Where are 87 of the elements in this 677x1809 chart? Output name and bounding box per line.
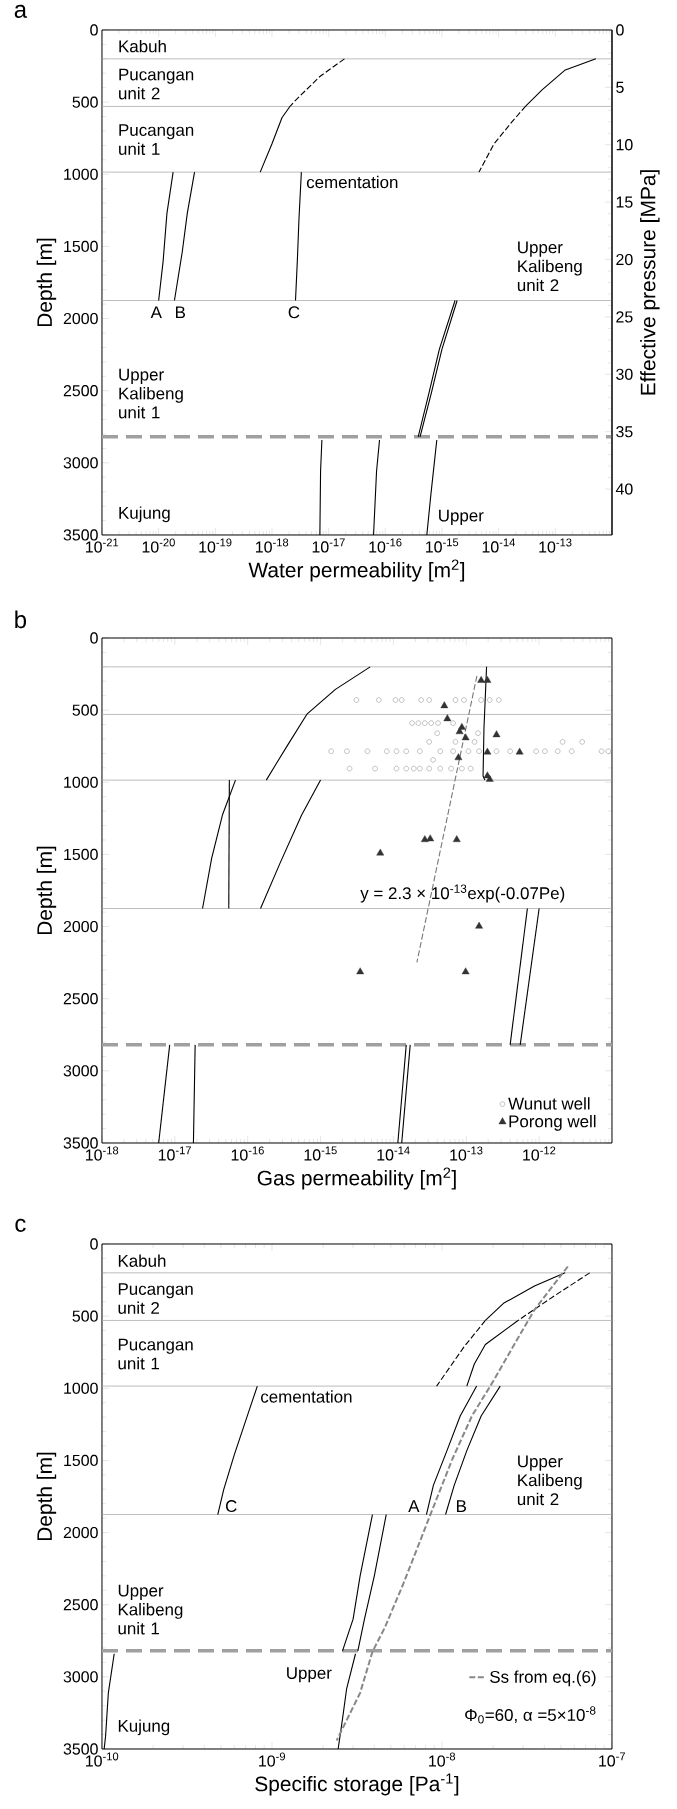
annotation: Pucangan unit 2 [118, 1283, 193, 1314]
y2-tick-label: 40 [615, 483, 633, 495]
x-tick-label: 10$^{-19}$ [199, 538, 232, 553]
annotation: Upper Kalibeng unit 1 [119, 368, 183, 419]
y-tick-label: 2000 [63, 1526, 98, 1539]
annotation: Upper Kalibeng unit 2 [517, 1455, 582, 1506]
y-tick-label: 3000 [63, 1671, 98, 1683]
y-tick-label: 500 [72, 96, 98, 108]
annotation: Pucangan unit 1 [119, 124, 194, 155]
y-axis-title: Depth [m] [36, 846, 57, 935]
y2-axis-title: Effective pressure [MPa] [640, 170, 660, 395]
y-tick-label: 2500 [63, 993, 98, 1005]
x-tick-label: 10$^{-20}$ [142, 538, 175, 553]
annotation: Φ$_{0}$=60, α =5×10$^{-8}$ [465, 1706, 596, 1724]
x-tick-label: 10$^{-14}$ [482, 538, 515, 553]
y-tick-label: 2500 [63, 1599, 98, 1611]
x-tick-label: 10$^{-12}$ [523, 1146, 556, 1161]
y-tick-label: 1000 [64, 1382, 98, 1394]
y-tick-label: 0 [90, 1238, 98, 1250]
x-axis-title: Specific storage [Pa$^{-1}$] [255, 1773, 459, 1796]
annotation: B [456, 1500, 467, 1512]
y-tick-label: 1500 [64, 848, 98, 861]
annotation: C [288, 306, 300, 319]
x-axis-title: Gas permeability [m$^{2}$] [257, 1167, 456, 1190]
annotation: Kujung [118, 1719, 170, 1736]
x-tick-label: 10$^{-8}$ [429, 1752, 456, 1767]
annotation: Upper Kalibeng unit 2 [517, 241, 582, 292]
annotation: Pucangan unit 2 [119, 68, 194, 100]
annotation: A [408, 1500, 420, 1512]
y-tick-label: 1000 [64, 168, 98, 180]
x-tick-label: 10$^{-7}$ [599, 1752, 625, 1767]
annotation: B [175, 306, 186, 319]
annotation: cementation [306, 175, 398, 189]
annotation: Kabuh [118, 1254, 166, 1267]
x-tick-label: 10$^{-16}$ [369, 538, 402, 553]
y2-tick-label: 0 [616, 24, 624, 36]
y-tick-label: 3500 [63, 1743, 98, 1755]
y-tick-label: 2000 [63, 312, 98, 325]
x-tick-label: 10$^{-13}$ [450, 1146, 483, 1161]
y-tick-label: 2000 [63, 920, 98, 933]
chart-title: b [15, 610, 27, 629]
annotation: Upper [439, 509, 484, 525]
y2-tick-label: 20 [616, 253, 633, 266]
y-tick-label: 1500 [64, 240, 98, 253]
annotation: Upper [287, 1667, 332, 1683]
x-tick-label: 10$^{-14}$ [377, 1146, 410, 1161]
annotation: C [225, 1500, 237, 1513]
x-tick-label: 10$^{-17}$ [312, 538, 345, 553]
y2-tick-label: 15 [616, 196, 633, 208]
y-tick-label: 3500 [63, 1137, 98, 1149]
x-tick-label: 10$^{-17}$ [158, 1146, 191, 1161]
annotation: y = 2.3 × 10$^{-13}$exp(-0.07Pe) [360, 884, 565, 903]
legend-label: Wunut well [508, 1097, 590, 1110]
y-tick-label: 3000 [63, 1065, 98, 1077]
annotation: A [150, 306, 162, 319]
annotation: cementation [260, 1390, 352, 1403]
chart-title: c [15, 1218, 26, 1232]
chart-title: a [14, 4, 28, 18]
y-tick-label: 500 [72, 1310, 98, 1322]
x-tick-label: 10$^{-15}$ [304, 1146, 337, 1161]
x-axis-title: Water permeability [m$^{2}$] [248, 559, 465, 582]
y-tick-label: 0 [90, 24, 98, 36]
legend-label: Ss from eq.(6) [490, 1670, 596, 1687]
x-tick-label: 10$^{-15}$ [426, 538, 459, 553]
y-tick-label: 3500 [63, 529, 98, 541]
x-tick-label: 10$^{-16}$ [231, 1146, 264, 1161]
annotation: Kujung [119, 506, 170, 523]
y-tick-label: 1500 [64, 1454, 98, 1467]
y-tick-label: 3000 [63, 457, 98, 469]
x-tick-label: 10$^{-13}$ [539, 538, 572, 553]
x-tick-label: 10$^{-9}$ [259, 1752, 286, 1767]
y-tick-label: 2500 [63, 385, 98, 397]
y-tick-label: 1000 [64, 776, 98, 788]
legend-label: Porong well [509, 1114, 596, 1131]
y2-tick-label: 35 [616, 426, 633, 438]
y-tick-label: 0 [90, 632, 98, 644]
y2-tick-label: 5 [616, 81, 624, 93]
x-tick-label: 10$^{-18}$ [256, 538, 289, 553]
y-axis-title: Depth [m] [36, 238, 57, 327]
annotation: Upper Kalibeng unit 1 [118, 1584, 183, 1635]
annotation: Kabuh [119, 39, 166, 53]
y-tick-label: 500 [72, 704, 98, 716]
annotation: Pucangan unit 1 [118, 1338, 193, 1370]
y2-tick-label: 10 [616, 139, 633, 151]
y2-tick-label: 30 [616, 368, 633, 380]
y-axis-title: Depth [m] [36, 1452, 57, 1541]
y2-tick-label: 25 [616, 311, 633, 323]
